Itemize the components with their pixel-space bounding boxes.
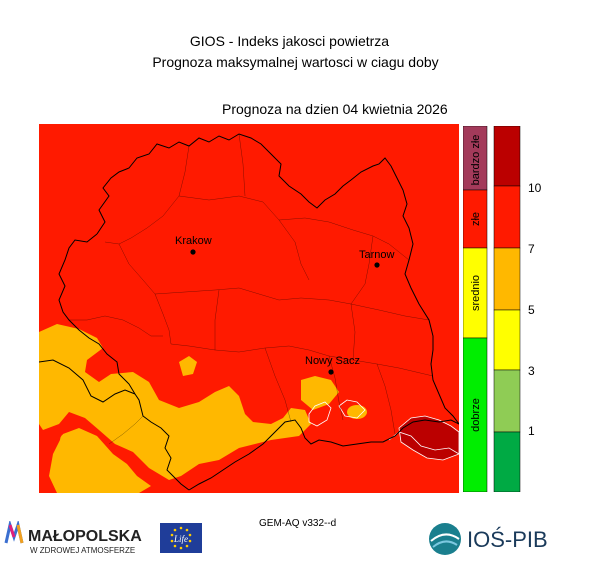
city-nowy-sacz-label: Nowy Sacz bbox=[305, 355, 360, 367]
legend-scale-3-5 bbox=[493, 309, 521, 371]
map-area-orange-center bbox=[179, 356, 197, 376]
map-spot-orange-3 bbox=[71, 471, 87, 489]
legend-scale-5-7 bbox=[493, 247, 521, 311]
city-krakow-label: Krakow bbox=[175, 235, 212, 247]
legend-cat-srednio-label: srednio bbox=[470, 275, 482, 311]
city-tarnow-marker bbox=[374, 262, 380, 268]
ios-pib-logo: IOŚ-PIB bbox=[429, 523, 548, 555]
map-contour-2 bbox=[338, 399, 366, 419]
legend-scale-0-1 bbox=[493, 431, 521, 492]
page-title: GIOS - Indeks jakosci powietrza bbox=[189, 33, 390, 49]
legend-tick-7: 7 bbox=[528, 242, 535, 256]
malopolska-logo: MAŁOPOLSKA W ZDROWEJ ATMOSFERZE bbox=[4, 521, 142, 555]
eu-life-flag-icon: Life bbox=[160, 523, 202, 553]
legend-scale-1-3 bbox=[493, 369, 521, 433]
map-contour-1 bbox=[308, 401, 332, 427]
legend-cat-zle bbox=[463, 189, 488, 249]
legend-tick-5: 5 bbox=[528, 303, 535, 317]
malopolska-tagline: W ZDROWEJ ATMOSFERZE bbox=[30, 546, 135, 555]
legend-tick-1: 1 bbox=[528, 424, 535, 438]
ios-globe-icon bbox=[429, 523, 461, 555]
page-subtitle: Prognoza maksymalnej wartosci w ciagu do… bbox=[152, 54, 439, 70]
legend-cat-zle-label: złe bbox=[470, 212, 482, 226]
legend-cat-srednio bbox=[463, 247, 488, 339]
legend-scale-7-10 bbox=[493, 185, 521, 249]
forecast-date: Prognoza na dzien 04 kwietnia 2026 bbox=[222, 101, 448, 117]
eu-life-text: Life bbox=[173, 534, 188, 544]
legend-cat-dobrze-label: dobrze bbox=[470, 398, 482, 432]
map-spot-orange-2 bbox=[60, 434, 70, 446]
map-region-border-west bbox=[58, 233, 190, 491]
city-krakow-marker bbox=[190, 249, 196, 255]
city-tarnow-label: Tarnow bbox=[359, 249, 395, 261]
air-quality-map: Krakow Tarnow Nowy Sacz bbox=[39, 124, 459, 493]
map-country-border-sw bbox=[39, 359, 136, 403]
city-nowy-sacz-marker bbox=[328, 369, 334, 375]
map-area-orange-east bbox=[301, 376, 339, 410]
model-version: GEM-AQ v332--d bbox=[259, 518, 337, 529]
ios-pib-name: IOŚ-PIB bbox=[467, 527, 548, 552]
legend-cat-bardzo-zle-label: bardzo złe bbox=[470, 135, 482, 186]
map-region-border bbox=[96, 133, 459, 425]
legend-tick-3: 3 bbox=[528, 364, 535, 378]
legend-cat-bardzo-zle bbox=[463, 126, 488, 191]
map-spot-orange-6 bbox=[347, 405, 367, 419]
map-region-border-south bbox=[188, 419, 459, 491]
map-area-orange-west bbox=[39, 324, 311, 480]
malopolska-name: MAŁOPOLSKA bbox=[28, 528, 142, 545]
map-spot-orange-1 bbox=[71, 436, 83, 452]
map-district-borders bbox=[69, 133, 434, 445]
legend-cat-dobrze bbox=[463, 337, 488, 492]
map-spot-orange-4 bbox=[54, 458, 64, 470]
legend-scale-10plus bbox=[493, 126, 521, 187]
legend: bardzo złe złe srednio dobrze bbox=[463, 126, 521, 492]
map-spot-orange-5 bbox=[257, 425, 269, 435]
legend-tick-10: 10 bbox=[528, 181, 542, 195]
